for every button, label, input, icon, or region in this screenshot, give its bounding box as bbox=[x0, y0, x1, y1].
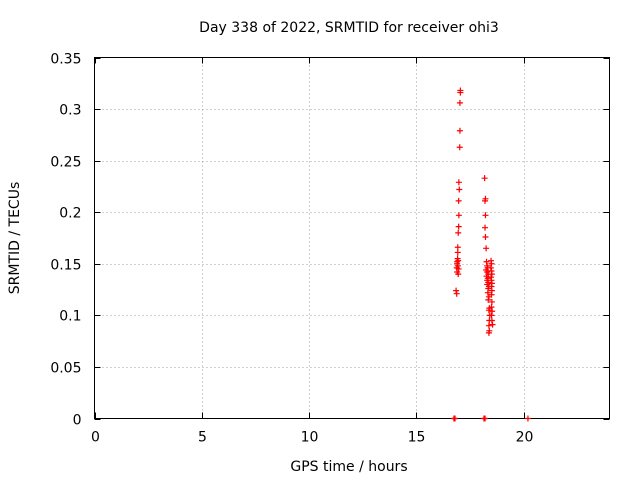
y-tick-label: 0.2 bbox=[59, 206, 81, 222]
data-point bbox=[485, 322, 492, 329]
y-tick-label: 0.1 bbox=[59, 309, 81, 325]
data-points bbox=[450, 87, 531, 422]
x-tick-label: 10 bbox=[301, 430, 319, 446]
data-point bbox=[455, 265, 462, 272]
x-axis-label: GPS time / hours bbox=[290, 459, 407, 475]
data-point bbox=[488, 271, 495, 278]
data-point bbox=[455, 257, 462, 264]
data-point bbox=[488, 291, 495, 298]
data-point bbox=[483, 258, 490, 265]
data-point bbox=[485, 329, 492, 336]
data-point bbox=[455, 229, 462, 236]
data-point bbox=[485, 296, 492, 303]
axis-ticks bbox=[94, 57, 610, 420]
x-tick-label: 15 bbox=[408, 430, 426, 446]
y-tick-label: 0.05 bbox=[50, 361, 81, 377]
data-point bbox=[488, 260, 495, 267]
y-tick-label: 0.35 bbox=[50, 52, 81, 68]
y-tick-label: 0.15 bbox=[50, 258, 81, 274]
data-point bbox=[488, 317, 495, 324]
data-point bbox=[455, 212, 462, 219]
data-point bbox=[456, 127, 463, 134]
y-tick-label: 0 bbox=[73, 413, 82, 429]
y-tick-labels: 0 0.05 0.1 0.15 0.2 0.25 0.3 0.35 bbox=[50, 52, 81, 429]
data-point bbox=[457, 89, 464, 96]
y-tick-label: 0.25 bbox=[50, 155, 81, 171]
x-tick-label: 5 bbox=[198, 430, 207, 446]
data-point bbox=[453, 290, 460, 297]
data-point bbox=[455, 271, 462, 278]
data-point bbox=[485, 307, 492, 314]
data-point bbox=[488, 312, 495, 319]
data-point bbox=[524, 415, 531, 422]
data-point bbox=[488, 304, 495, 311]
data-point bbox=[455, 223, 462, 230]
data-point bbox=[481, 175, 488, 182]
data-point bbox=[487, 264, 494, 271]
data-point bbox=[482, 197, 489, 204]
data-point bbox=[454, 249, 461, 256]
chart-title: Day 338 of 2022, SRMTID for receiver ohi… bbox=[199, 20, 499, 36]
data-point bbox=[488, 298, 495, 305]
plot-frame bbox=[94, 57, 610, 419]
data-point bbox=[452, 415, 458, 422]
x-tick-label: 0 bbox=[91, 430, 100, 446]
data-point bbox=[489, 308, 496, 315]
data-point bbox=[453, 287, 460, 294]
y-tick-label: 0.3 bbox=[59, 103, 81, 119]
data-point bbox=[482, 233, 489, 240]
data-point bbox=[456, 186, 463, 193]
data-point bbox=[483, 245, 490, 252]
data-point bbox=[489, 321, 496, 328]
data-point bbox=[456, 144, 463, 151]
data-point bbox=[456, 99, 463, 106]
x-tick-labels: 0 5 10 15 20 bbox=[91, 430, 533, 446]
data-point bbox=[482, 415, 489, 422]
y-axis-label: SRMTID / TECUs bbox=[7, 182, 23, 295]
x-tick-label: 20 bbox=[516, 430, 534, 446]
data-point bbox=[484, 289, 491, 296]
data-point bbox=[455, 197, 462, 204]
data-point bbox=[482, 212, 489, 219]
grid-lines bbox=[94, 57, 610, 419]
data-point bbox=[454, 244, 461, 251]
data-point bbox=[482, 224, 489, 231]
data-point bbox=[455, 179, 462, 186]
